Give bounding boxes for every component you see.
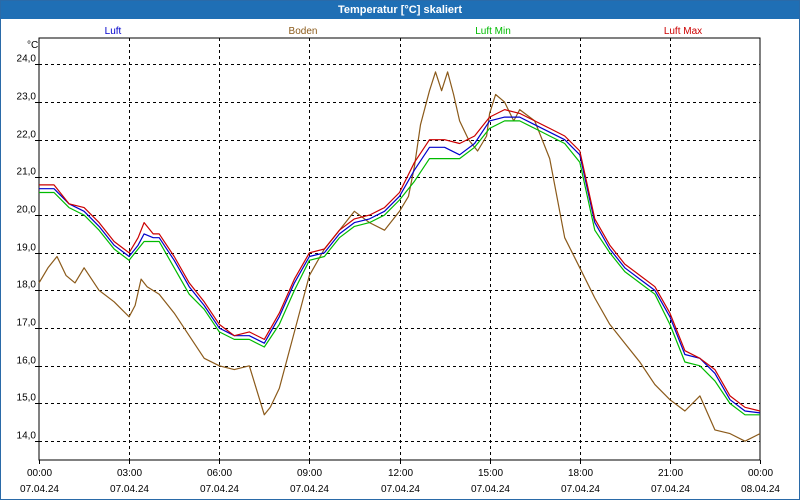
x-tick-date-label: 07.04.24 <box>20 484 59 495</box>
series-line-luft <box>39 116 761 414</box>
y-axis-label: °C <box>27 40 38 51</box>
y-tick-label: 23,0 <box>17 92 37 103</box>
y-tick-label: 15,0 <box>17 393 37 404</box>
x-tick-date-label: 07.04.24 <box>110 484 149 495</box>
x-tick-time-label: 21:00 <box>658 468 683 479</box>
y-tick-label: 16,0 <box>17 356 37 367</box>
y-tick-label: 18,0 <box>17 280 37 291</box>
y-tick-label: 24,0 <box>17 54 37 65</box>
x-tick-date-label: 07.04.24 <box>561 484 600 495</box>
x-tick-time-label: 15:00 <box>478 468 503 479</box>
y-tick-label: 17,0 <box>17 318 37 329</box>
series-lines <box>38 71 761 442</box>
x-tick-date-label: 07.04.24 <box>651 484 690 495</box>
y-tick-label: 21,0 <box>17 167 37 178</box>
series-line-boden <box>38 71 761 442</box>
legend-entry-luft: Luft <box>105 26 122 37</box>
legend-entry-luft-min: Luft Min <box>475 26 511 37</box>
x-tick-date-label: 07.04.24 <box>471 484 510 495</box>
series-line-luft-min <box>39 120 760 416</box>
grid-lines <box>39 38 760 460</box>
x-tick-date-label: 08.04.24 <box>741 484 780 495</box>
plot-area-border <box>38 37 761 461</box>
x-tick-time-label: 00:00 <box>27 468 52 479</box>
x-tick-time-label: 18:00 <box>568 468 593 479</box>
x-tick-date-label: 07.04.24 <box>381 484 420 495</box>
x-axis-ticks: 00:00 07.04.24 03:00 07.04.24 06:00 07.04.24 0… <box>20 460 780 495</box>
chart-title: Temperatur [°C] skaliert <box>1 1 799 19</box>
x-tick-date-label: 07.04.24 <box>290 484 329 495</box>
y-axis-ticks: 14,0 15,0 16,0 17,0 18,0 19,0 20,0 21,0 22,0 23,0… <box>17 54 39 442</box>
legend-entry-boden: Boden <box>289 26 318 37</box>
x-tick-time-label: 00:00 <box>748 468 773 479</box>
x-tick-time-label: 06:00 <box>207 468 232 479</box>
y-tick-label: 22,0 <box>17 130 37 141</box>
x-tick-date-label: 07.04.24 <box>200 484 239 495</box>
x-tick-time-label: 03:00 <box>117 468 142 479</box>
y-tick-label: 19,0 <box>17 243 37 254</box>
series-line-luft-max <box>39 108 761 412</box>
legend: Luft Boden Luft Min Luft Max <box>105 26 703 37</box>
y-tick-label: 20,0 <box>17 205 37 216</box>
x-tick-time-label: 09:00 <box>297 468 322 479</box>
x-tick-time-label: 12:00 <box>388 468 413 479</box>
legend-entry-luft-max: Luft Max <box>664 26 702 37</box>
y-tick-label: 14,0 <box>17 431 37 442</box>
